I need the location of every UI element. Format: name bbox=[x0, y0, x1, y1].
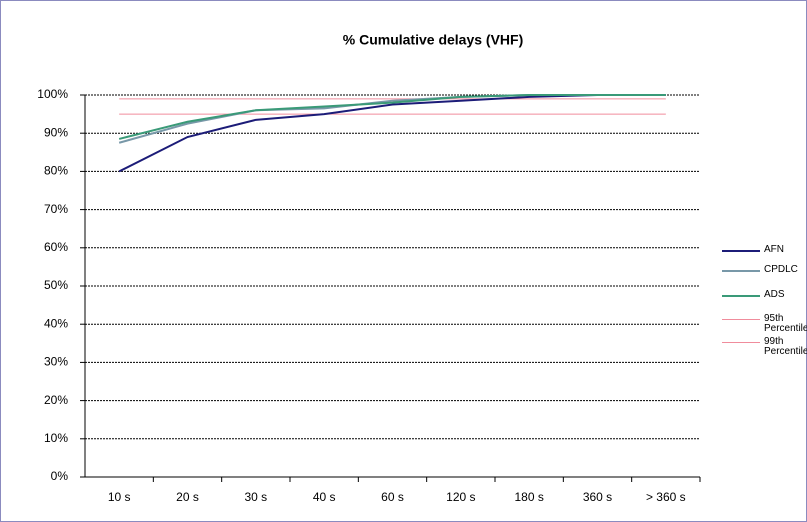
x-tick-label: 360 s bbox=[583, 490, 612, 504]
legend-label: 99th Percentile bbox=[764, 336, 807, 357]
x-tick-label: 10 s bbox=[108, 490, 131, 504]
y-tick-label: 40% bbox=[44, 316, 68, 330]
legend-item: 99th Percentile bbox=[722, 337, 807, 357]
x-tick-label: 120 s bbox=[446, 490, 475, 504]
y-tick-label: 100% bbox=[37, 87, 68, 101]
y-tick-label: 70% bbox=[44, 202, 68, 216]
y-tick-label: 0% bbox=[51, 469, 69, 483]
x-tick-label: 20 s bbox=[176, 490, 199, 504]
x-tick-label: > 360 s bbox=[646, 490, 686, 504]
legend-item: 95th Percentile bbox=[722, 314, 807, 334]
chart-title: % Cumulative delays (VHF) bbox=[343, 32, 524, 48]
legend-swatch bbox=[722, 342, 760, 343]
x-tick-label: 30 s bbox=[244, 490, 267, 504]
x-tick-label: 60 s bbox=[381, 490, 404, 504]
legend-label: ADS bbox=[764, 289, 785, 300]
legend-label: AFN bbox=[764, 244, 784, 255]
y-tick-label: 60% bbox=[44, 240, 68, 254]
series-line bbox=[118, 94, 666, 140]
x-tick-label: 40 s bbox=[313, 490, 336, 504]
legend-item: AFN bbox=[722, 245, 807, 255]
legend-label: CPDLC bbox=[764, 264, 798, 275]
y-tick-label: 10% bbox=[44, 431, 68, 445]
legend-swatch bbox=[722, 250, 760, 252]
y-tick-label: 50% bbox=[44, 278, 68, 292]
legend-swatch bbox=[722, 270, 760, 272]
legend-label: 95th Percentile bbox=[764, 313, 807, 334]
x-tick-label: 180 s bbox=[514, 490, 543, 504]
y-tick-label: 20% bbox=[44, 393, 68, 407]
legend-swatch bbox=[722, 295, 760, 297]
legend-item: ADS bbox=[722, 290, 807, 300]
y-tick-label: 90% bbox=[44, 125, 68, 139]
y-tick-label: 30% bbox=[44, 355, 68, 369]
legend-swatch bbox=[722, 319, 760, 320]
legend-item: CPDLC bbox=[722, 265, 807, 275]
y-tick-label: 80% bbox=[44, 164, 68, 178]
